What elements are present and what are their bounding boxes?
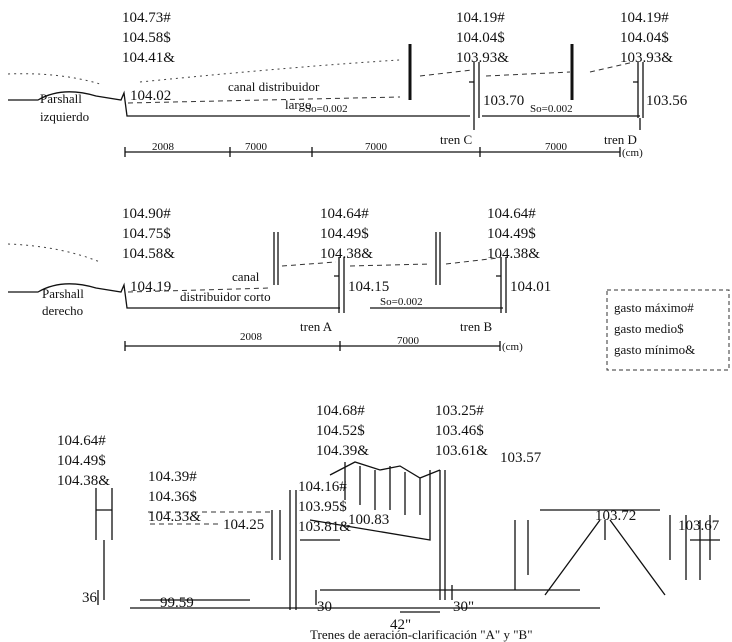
slope-label: So=0.002 (530, 103, 573, 115)
level-label: 104.19 (130, 279, 171, 295)
level-label: 104.25 (223, 517, 264, 533)
level-label: 104.52$ (316, 423, 365, 439)
gate (496, 257, 506, 313)
parshall-label: izquierdo (40, 109, 89, 124)
level-label: 104.58$ (122, 30, 171, 46)
gate (334, 257, 344, 313)
level-label: 100.83 (348, 512, 389, 528)
level-label: 104.49$ (320, 226, 369, 242)
distance-label: 2008 (152, 141, 175, 153)
page: 104.73# 104.58$ 104.41& Parshall izquier… (0, 0, 732, 642)
dimension-label: 36 (82, 590, 98, 606)
level-label: 104.02 (130, 88, 171, 104)
level-label: 104.38& (487, 246, 540, 262)
legend-item: gasto máximo# (614, 300, 694, 315)
parshall-label: derecho (42, 303, 83, 318)
channel-wall (272, 490, 296, 610)
canal-label: distribuidor corto (180, 289, 271, 304)
level-label: 104.73# (122, 10, 171, 26)
distance-label: 7000 (397, 335, 420, 347)
tren-marker (474, 118, 640, 130)
dimension-label: 30 (317, 599, 332, 615)
level-label: 103.93& (456, 50, 509, 66)
level-label: 104.15 (348, 279, 389, 295)
level-label: 103.67 (678, 518, 720, 534)
level-label: 104.64# (487, 206, 536, 222)
caption: Trenes de aeración-clarificación "A" y "… (310, 627, 533, 642)
parshall-label: Parshall (40, 91, 82, 106)
level-label: 103.25# (435, 403, 484, 419)
gate (469, 62, 479, 118)
water-surface (128, 258, 498, 292)
dimension-line (125, 341, 500, 351)
distance-label: 7000 (545, 141, 568, 153)
level-label: 104.75$ (122, 226, 171, 242)
diagram: 104.73# 104.58$ 104.41& Parshall izquier… (0, 0, 732, 642)
tren-label: tren C (440, 132, 472, 147)
water-surface (128, 62, 634, 103)
canal-label: canal distribuidor (228, 79, 320, 94)
gate (436, 232, 440, 285)
canal-label: canal (232, 269, 260, 284)
level-label: 99.59 (160, 595, 194, 611)
level-label: 104.01 (510, 279, 551, 295)
water-line (8, 74, 100, 84)
level-label: 104.38& (57, 473, 110, 489)
level-label: 104.38& (320, 246, 373, 262)
level-label: 104.64# (320, 206, 369, 222)
distance-label: 2008 (240, 331, 263, 343)
parshall-label: Parshall (42, 286, 84, 301)
water-line (8, 244, 100, 262)
level-label: 103.61& (435, 443, 488, 459)
level-label: 104.19# (620, 10, 669, 26)
level-label: 103.95$ (298, 499, 347, 515)
tren-label: tren D (604, 132, 637, 147)
level-label: 103.57 (500, 450, 542, 466)
distance-label: 7000 (365, 141, 388, 153)
slope-label: So=0.002 (380, 296, 423, 308)
level-label: 103.72 (595, 508, 636, 524)
level-label: 103.46$ (435, 423, 484, 439)
level-label: 103.70 (483, 93, 524, 109)
level-label: 103.56 (646, 93, 688, 109)
dimension-label: 30" (453, 599, 474, 615)
level-label: 104.68# (316, 403, 365, 419)
legend-item: gasto mínimo& (614, 342, 695, 357)
level-label: 104.64# (57, 433, 106, 449)
distance-label: 7000 (245, 141, 268, 153)
unit-label: (cm) (502, 341, 523, 353)
level-label: 104.19# (456, 10, 505, 26)
level-label: 104.49$ (57, 453, 106, 469)
aerator-floor (320, 590, 580, 612)
slope-label: So=0.002 (305, 103, 348, 115)
level-label: 104.36$ (148, 489, 197, 505)
level-label: 103.81& (298, 519, 351, 535)
level-label: 104.39& (316, 443, 369, 459)
level-label: 104.58& (122, 246, 175, 262)
level-label: 103.93& (620, 50, 673, 66)
level-label: 104.33& (148, 509, 201, 525)
level-label: 104.04$ (456, 30, 505, 46)
floor (130, 600, 600, 608)
unit-label: (cm) (622, 147, 643, 159)
level-label: 104.39# (148, 469, 197, 485)
dimension-tick (98, 585, 452, 605)
level-label: 104.90# (122, 206, 171, 222)
level-label: 104.41& (122, 50, 175, 66)
gate (274, 232, 278, 285)
level-label: 104.49$ (487, 226, 536, 242)
tren-label: tren A (300, 319, 333, 334)
legend-item: gasto medio$ (614, 321, 684, 336)
inlet-structure (96, 488, 112, 600)
level-label: 104.16# (298, 479, 347, 495)
level-label: 104.04$ (620, 30, 669, 46)
tren-label: tren B (460, 319, 492, 334)
gate (633, 62, 643, 118)
